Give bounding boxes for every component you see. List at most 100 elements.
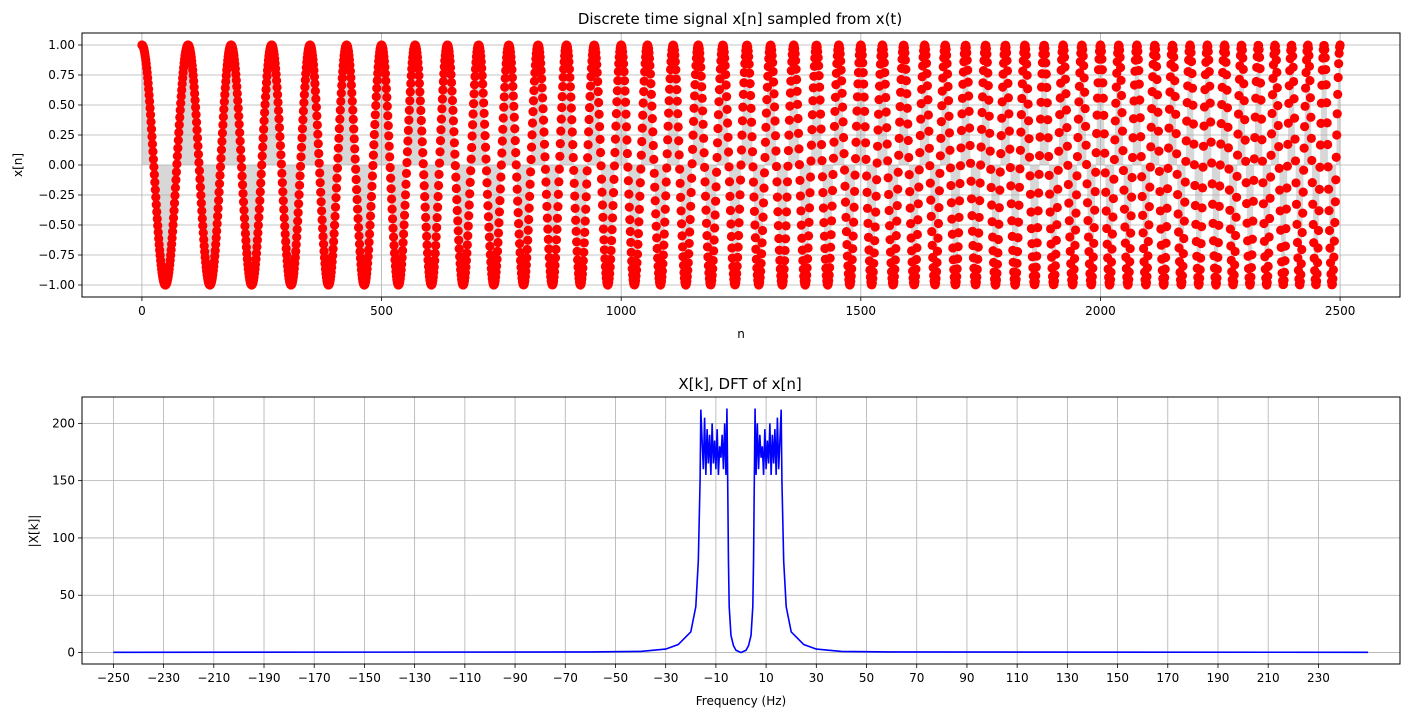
data-point (584, 114, 594, 125)
data-point (612, 97, 622, 107)
data-point (1303, 43, 1314, 53)
data-point (1295, 277, 1305, 287)
data-point (836, 65, 846, 75)
data-point (1164, 104, 1175, 114)
data-point (572, 246, 582, 256)
data-point (931, 273, 941, 284)
data-point (962, 48, 972, 58)
data-point (564, 57, 574, 67)
data-point (759, 183, 769, 193)
data-point (370, 110, 380, 120)
data-point (1298, 208, 1308, 218)
data-point (824, 270, 834, 280)
data-point (826, 216, 837, 226)
data-point (1109, 174, 1119, 184)
data-point (450, 149, 460, 159)
data-point (645, 60, 655, 71)
data-point (936, 133, 946, 144)
data-point (432, 212, 442, 223)
data-point (1002, 56, 1012, 66)
data-point (783, 145, 794, 156)
data-point (277, 177, 287, 188)
data-point (330, 211, 340, 221)
data-point (525, 191, 535, 201)
data-point (724, 177, 735, 187)
data-point (1062, 123, 1072, 133)
data-point (818, 188, 828, 198)
data-point (416, 115, 426, 126)
data-point (294, 180, 305, 190)
data-point (689, 103, 699, 113)
data-point (1127, 192, 1137, 202)
chart-title: X[k], DFT of x[n] (678, 375, 801, 393)
data-point (1135, 113, 1145, 123)
data-point (463, 221, 473, 231)
data-point (350, 154, 360, 164)
data-point (757, 249, 767, 259)
data-point (1263, 261, 1273, 271)
data-point (452, 205, 462, 216)
data-point (1331, 152, 1341, 162)
data-point (451, 183, 461, 194)
data-point (1221, 70, 1232, 80)
data-point (783, 161, 793, 171)
data-point (538, 115, 549, 125)
data-point (273, 97, 283, 107)
data-point (291, 239, 301, 250)
data-point (1266, 129, 1277, 139)
data-point (916, 98, 926, 109)
data-point (335, 105, 345, 115)
data-point (1299, 143, 1309, 153)
data-point (924, 126, 934, 136)
data-point (1313, 225, 1324, 236)
data-point (1239, 79, 1249, 89)
data-point (1011, 275, 1021, 285)
data-point (175, 105, 185, 115)
data-point (497, 136, 507, 146)
data-point (1031, 271, 1041, 281)
data-point (419, 170, 429, 180)
data-point (1180, 177, 1190, 187)
data-point (1256, 114, 1267, 124)
x-tick-label: 110 (1006, 671, 1029, 685)
data-point (331, 183, 342, 193)
data-point (258, 133, 268, 143)
data-point (543, 224, 553, 234)
data-point (431, 240, 441, 251)
data-point (1111, 98, 1121, 108)
data-point (151, 192, 161, 202)
data-point (1151, 51, 1161, 61)
data-point (994, 219, 1004, 229)
data-point (1272, 67, 1282, 77)
x-tick-label: −70 (553, 671, 578, 685)
data-point (1323, 184, 1334, 194)
x-axis-label: Frequency (Hz) (696, 694, 787, 708)
data-point (1025, 171, 1035, 181)
data-point (657, 266, 668, 276)
data-point (212, 226, 222, 236)
data-point (972, 272, 982, 282)
data-point (848, 231, 858, 241)
data-point (1279, 267, 1290, 277)
data-point (780, 234, 791, 244)
data-point (1138, 228, 1148, 238)
data-point (852, 92, 863, 102)
data-point (1232, 150, 1243, 160)
data-point (1021, 50, 1031, 60)
data-point (1172, 169, 1182, 179)
data-point (1127, 172, 1137, 183)
data-point (480, 142, 491, 152)
data-point (1305, 76, 1315, 86)
data-point (448, 116, 459, 126)
data-point (1274, 163, 1284, 173)
data-point (952, 264, 962, 274)
data-point (234, 111, 244, 121)
data-point (454, 244, 464, 254)
data-point (579, 238, 589, 248)
data-point (1280, 241, 1291, 251)
data-point (658, 259, 668, 269)
data-point (153, 221, 163, 231)
data-point (236, 145, 246, 155)
data-point (317, 215, 327, 225)
data-point (238, 197, 249, 207)
